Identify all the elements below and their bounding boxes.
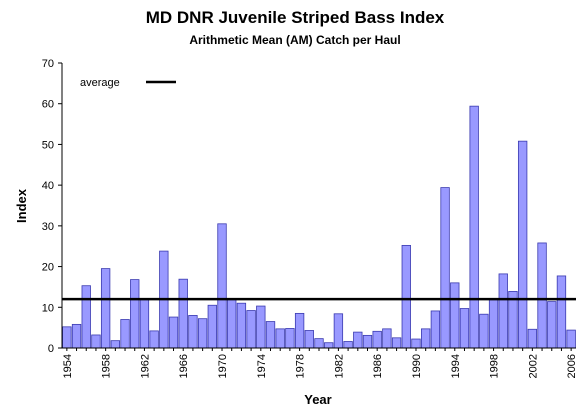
bar-1966 [178,278,188,349]
bar-1967 [188,315,198,349]
bar-1990 [411,338,421,349]
bar-1998 [488,299,499,349]
bar-2003 [537,242,547,349]
bar-1974 [256,305,266,349]
bar-1960 [120,319,130,349]
y-tick-label: 10 [42,302,54,314]
y-axis-label: Index [14,188,29,223]
bar-1961 [130,279,140,349]
bar-1963 [149,330,159,349]
bar-1986 [372,330,382,349]
x-tick-label: 2002 [527,354,539,378]
axes-layer: 0 10 20 30 40 50 60 70 1954 1958 1962 1966 1970 1974 1… [42,58,578,378]
bar-1980 [314,338,324,349]
bar-1979 [304,330,314,349]
x-tick-label: 1974 [256,354,268,378]
x-tick-label: 1986 [372,354,384,378]
bar-1954 [62,326,72,349]
bar-1977 [285,328,295,349]
bar-1987 [382,328,392,349]
bar-1955 [71,323,82,349]
x-tick-label: 1970 [217,354,229,378]
bar-1975 [265,321,276,349]
x-tick-label: 1962 [139,354,151,378]
bar-1994 [450,282,460,349]
bar-1989 [401,244,411,349]
bar-1983 [343,341,353,349]
bar-1965 [168,316,179,349]
y-tick-label: 20 [42,262,54,274]
bar-1997 [479,313,489,349]
y-tick-label: 50 [42,139,54,151]
bar-1992 [430,310,441,349]
chart-title: MD DNR Juvenile Striped Bass Index [146,8,445,27]
x-tick-label: 1994 [450,354,462,378]
bar-1985 [362,334,373,349]
x-tick-label: 1954 [62,354,74,378]
bar-1981 [324,342,334,349]
bar-1996 [469,105,479,349]
bar-2001 [517,140,528,349]
bar-2006 [566,329,576,349]
bar-1993 [440,187,450,349]
bar-1972 [236,302,247,349]
bar-1968 [197,318,208,349]
y-tick-label: 40 [42,180,54,192]
x-tick-label: 1966 [178,354,190,378]
y-tick-label: 30 [42,221,54,233]
bar-1999 [498,273,508,349]
bar-1957 [91,334,101,349]
bar-1969 [207,304,217,349]
bar-1995 [459,308,470,349]
bar-1976 [275,328,285,349]
x-tick-label: 2006 [566,354,578,378]
bar-1958 [100,268,111,349]
bar-1991 [421,328,431,349]
bar-2005 [556,275,567,349]
x-tick-label: 1982 [333,354,345,378]
bar-1962 [139,298,150,349]
bar-1978 [294,312,305,349]
x-tick-label: 1998 [489,354,501,378]
y-tick-label: 60 [42,99,54,111]
legend: average [80,77,176,89]
y-tick-label: 70 [42,58,54,70]
y-tick-label: 0 [48,343,54,355]
bar-2004 [547,301,557,349]
x-axis-label: Year [304,392,331,407]
bar-1973 [246,310,256,349]
bar-1988 [391,337,402,349]
chart-subtitle: Arithmetic Mean (AM) Catch per Haul [189,33,400,47]
bar-2002 [527,328,538,349]
x-tick-label: 1978 [295,354,307,378]
legend-label: average [80,77,120,89]
bar-1984 [353,331,363,349]
bars-layer [62,105,576,349]
bar-1971 [227,298,237,349]
bar-1956 [81,285,91,349]
x-tick-label: 1958 [101,354,113,378]
bar-1970 [217,223,227,349]
bar-1959 [110,340,120,349]
x-tick-label: 1990 [411,354,423,378]
bar-1982 [333,313,344,349]
